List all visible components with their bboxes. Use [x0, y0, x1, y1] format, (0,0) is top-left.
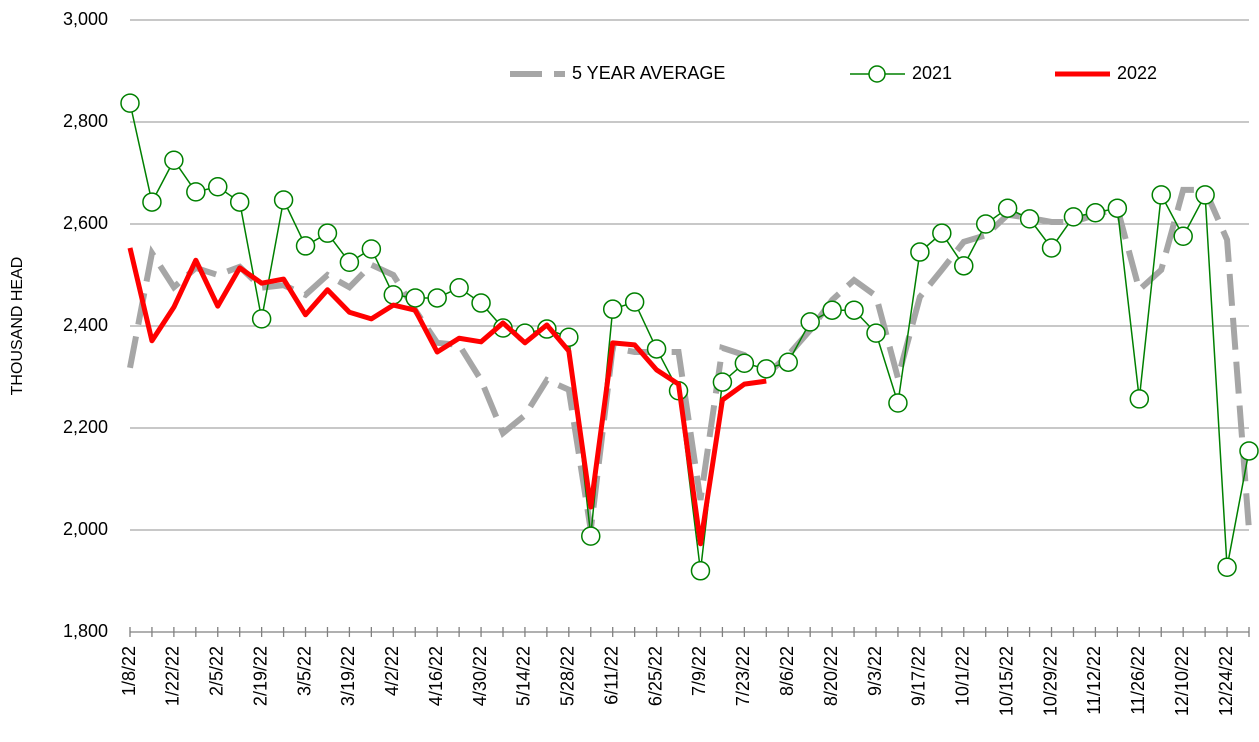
- y-tick-label: 2,000: [63, 519, 108, 539]
- y-tick-label: 2,200: [63, 417, 108, 437]
- data-point: [1019, 209, 1040, 229]
- x-tick-label: 4/16/22: [426, 646, 446, 706]
- x-tick-label: 10/1/22: [953, 646, 973, 706]
- data-point: [910, 242, 930, 262]
- x-tick-label: 6/25/22: [645, 646, 665, 706]
- data-point: [975, 214, 996, 234]
- data-point: [427, 288, 447, 308]
- series-line: [127, 186, 1252, 531]
- data-point: [208, 177, 228, 197]
- data-point: [142, 192, 162, 212]
- data-point: [888, 393, 908, 413]
- data-point: [405, 288, 425, 308]
- data-point: [932, 223, 952, 243]
- data-point: [186, 182, 206, 202]
- x-tick-label: 6/11/22: [601, 646, 621, 705]
- data-point: [690, 561, 711, 581]
- data-point: [866, 323, 886, 343]
- y-tick-label: 2,400: [63, 315, 108, 335]
- y-tick-label: 2,600: [63, 213, 108, 233]
- x-tick-label: 2/19/22: [250, 646, 270, 706]
- data-point: [471, 293, 491, 313]
- x-tick-label: 12/10/22: [1172, 646, 1192, 716]
- data-point: [756, 359, 777, 379]
- x-tick-label: 3/19/22: [338, 646, 358, 706]
- data-point: [295, 236, 316, 256]
- x-tick-label: 7/9/22: [689, 646, 709, 696]
- y-tick-label: 2,800: [63, 111, 108, 131]
- data-point: [581, 526, 601, 546]
- data-point: [1173, 226, 1193, 246]
- data-point: [273, 190, 294, 210]
- legend-label: 2022: [1117, 63, 1157, 83]
- data-point: [822, 300, 842, 320]
- data-point: [778, 352, 798, 372]
- x-tick-label: 1/8/22: [119, 646, 139, 696]
- data-point: [383, 285, 404, 305]
- x-tick-label: 12/24/22: [1216, 646, 1236, 716]
- data-point: [800, 312, 820, 332]
- data-point: [997, 198, 1018, 218]
- x-tick-label: 4/2/22: [382, 646, 402, 696]
- x-tick-label: 11/26/22: [1128, 646, 1148, 715]
- data-point: [1151, 185, 1171, 205]
- data-point: [954, 256, 974, 276]
- x-tick-label: 9/17/22: [909, 646, 929, 706]
- x-tick-label: 2/5/22: [207, 646, 227, 696]
- x-tick-label: 7/23/22: [733, 646, 753, 706]
- data-point: [1063, 207, 1084, 227]
- series-line: [127, 247, 767, 547]
- data-point: [164, 150, 184, 170]
- y-tick-label: 3,000: [63, 9, 108, 29]
- x-tick-label: 11/12/22: [1084, 646, 1104, 715]
- data-point: [646, 339, 667, 359]
- data-point: [712, 372, 733, 392]
- x-tick-label: 8/6/22: [777, 646, 797, 696]
- x-tick-label: 4/30/22: [470, 646, 490, 706]
- data-point: [229, 192, 250, 212]
- data-point: [1085, 203, 1106, 223]
- data-point: [1195, 185, 1215, 205]
- legend-label: 5 YEAR AVERAGE: [572, 63, 725, 83]
- data-point: [449, 278, 469, 298]
- x-tick-label: 5/14/22: [514, 646, 534, 706]
- x-tick-label: 8/20/22: [821, 646, 841, 706]
- data-point: [602, 299, 623, 319]
- y-tick-label: 1,800: [63, 621, 108, 641]
- x-tick-label: 10/15/22: [996, 646, 1016, 716]
- data-point: [1041, 238, 1062, 258]
- y-axis-label: THOUSAND HEAD: [9, 257, 26, 396]
- data-point: [1129, 389, 1150, 409]
- data-point: [339, 252, 360, 272]
- data-point: [1239, 441, 1259, 461]
- data-point: [844, 300, 864, 320]
- data-point: [624, 292, 645, 312]
- data-point: [734, 353, 755, 373]
- data-point: [120, 93, 140, 113]
- legend-label: 2021: [912, 63, 952, 83]
- x-tick-label: 5/28/22: [558, 646, 578, 706]
- data-point: [251, 309, 272, 329]
- data-point: [1217, 557, 1237, 577]
- x-tick-label: 3/5/22: [294, 646, 314, 696]
- data-point: [1107, 198, 1128, 218]
- legend-marker: [868, 65, 886, 83]
- data-point: [317, 223, 338, 243]
- series-line: [129, 102, 1250, 571]
- data-point: [361, 239, 382, 259]
- x-tick-label: 1/22/22: [163, 646, 183, 706]
- x-tick-label: 10/29/22: [1040, 646, 1060, 716]
- x-tick-label: 9/3/22: [865, 646, 885, 696]
